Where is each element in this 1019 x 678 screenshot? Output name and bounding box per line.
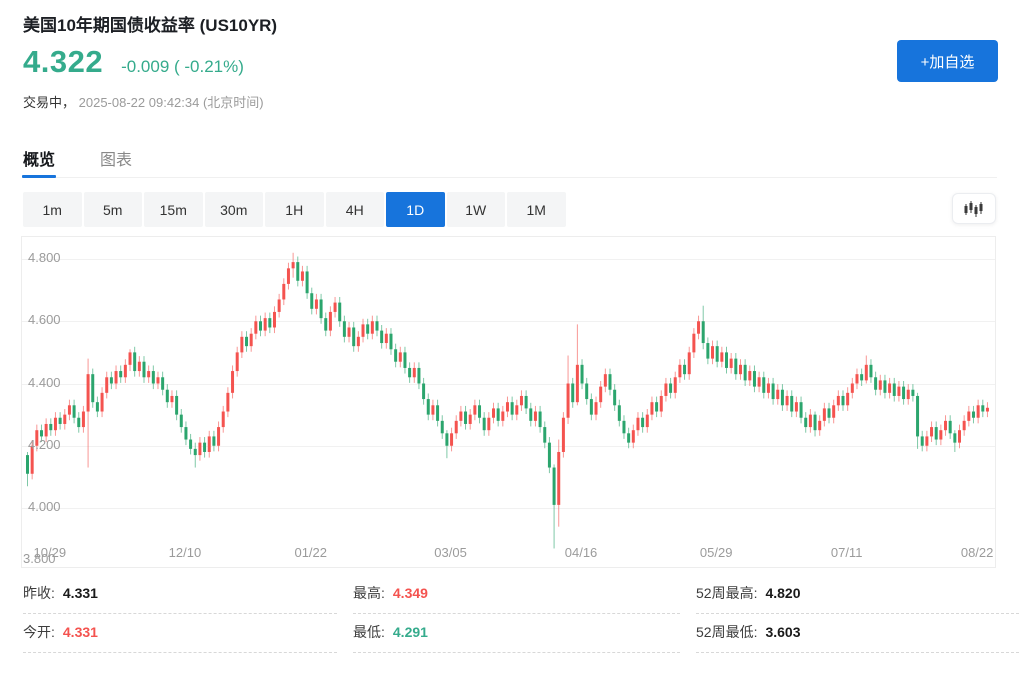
chart-container[interactable] [21,236,996,568]
current-price: 4.322 [23,44,104,79]
quote-timestamp: 2025-08-22 09:42:34 (北京时间) [78,95,264,110]
period-30m[interactable]: 30m [204,192,263,227]
tab-chart[interactable]: 图表 [100,152,133,169]
stat-high: 最高: 4.349 [353,575,680,614]
page-title: 美国10年期国债收益率 (US10YR) [23,16,278,35]
period-5m[interactable]: 5m [83,192,142,227]
stat-52w-high: 52周最高: 4.820 [696,575,1019,614]
trading-status: 交易中， [23,95,76,110]
period-15m[interactable]: 15m [144,192,203,227]
period-1d[interactable]: 1D [386,192,445,227]
stat-52w-low: 52周最低: 3.603 [696,614,1019,653]
period-1h[interactable]: 1H [265,192,324,227]
stat-prev-close: 昨收: 4.331 [23,575,337,614]
period-selector: 1m 5m 15m 30m 1H 4H 1D 1W 1M [23,192,568,227]
stat-open: 今开: 4.331 [23,614,337,653]
period-4h[interactable]: 4H [325,192,384,227]
period-1m[interactable]: 1m [23,192,82,227]
tab-overview[interactable]: 概览 [21,146,57,178]
stat-low: 最低: 4.291 [353,614,680,653]
period-1m-month[interactable]: 1M [507,192,566,227]
stats-grid: 昨收: 4.331 最高: 4.349 52周最高: 4.820 今开: 4.331 最… [0,575,1019,653]
status-row: 交易中， 2025-08-22 09:42:34 (北京时间) [23,92,264,111]
candlestick-chart-icon [964,200,983,217]
candlestick-chart[interactable] [22,237,995,567]
price-change: -0.009 ( -0.21%) [121,57,244,76]
period-1w[interactable]: 1W [446,192,505,227]
price-row: 4.322 -0.009 ( -0.21%) [23,44,244,80]
candles-group [26,252,989,549]
add-watchlist-button[interactable]: +加自选 [897,40,998,82]
tab-bar: 概览 图表 [21,146,997,178]
chart-type-button[interactable] [952,193,996,224]
